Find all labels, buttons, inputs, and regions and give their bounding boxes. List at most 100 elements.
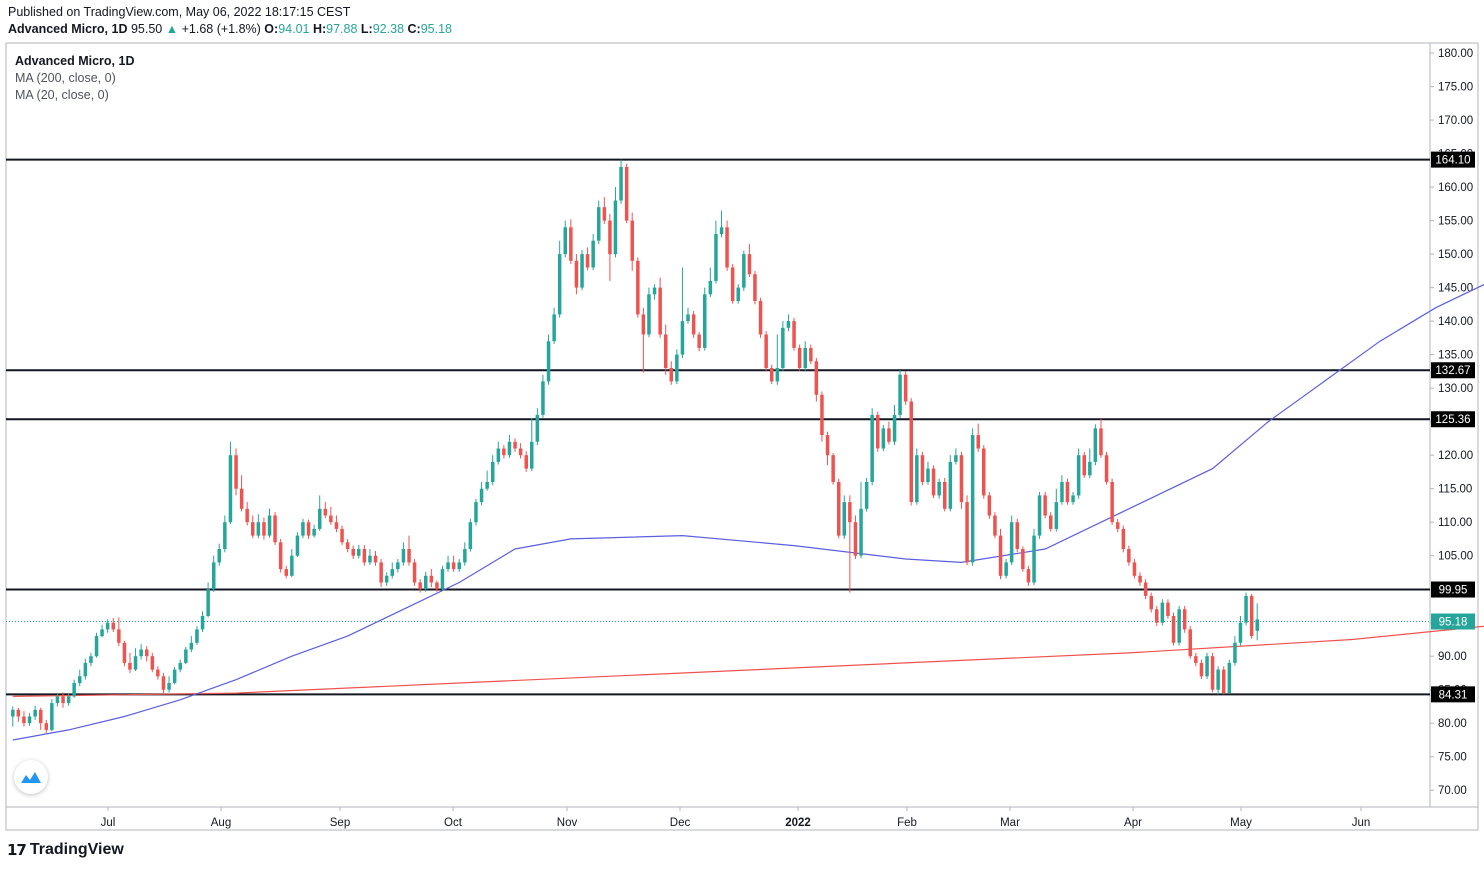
candle-body xyxy=(546,341,551,382)
candle-body xyxy=(837,482,841,536)
price-axis-label: 164.10 xyxy=(1431,151,1475,168)
tradingview-logo[interactable]: 𝟭𝟳 TradingView xyxy=(7,841,124,859)
legend-symbol: Advanced Micro, 1D xyxy=(15,54,135,68)
candle-body xyxy=(323,508,328,516)
candle-body xyxy=(630,220,634,261)
candle-body xyxy=(535,414,540,442)
candle-body xyxy=(189,642,194,650)
y-tick-label: 130.00 xyxy=(1438,383,1473,395)
candle-body xyxy=(753,274,757,301)
candle-body xyxy=(809,347,813,362)
symbol-name: Advanced Micro, 1D xyxy=(8,22,128,36)
candle xyxy=(758,297,763,338)
candle xyxy=(898,370,902,419)
candle-body xyxy=(345,542,350,549)
candle xyxy=(418,579,422,593)
candle-body xyxy=(100,629,104,637)
candle xyxy=(267,508,272,538)
candle xyxy=(591,234,595,271)
candle-body xyxy=(1043,495,1047,516)
candle xyxy=(1071,492,1075,505)
candle xyxy=(803,341,807,371)
candle-body xyxy=(312,528,316,536)
candle-body xyxy=(786,321,791,328)
candle xyxy=(1149,592,1153,613)
candle xyxy=(451,555,456,572)
price-label-box xyxy=(1431,581,1475,598)
candle xyxy=(619,159,623,204)
candle-body xyxy=(200,616,205,630)
candle xyxy=(703,287,707,351)
candle xyxy=(853,515,858,560)
candle xyxy=(652,284,657,300)
candle-body xyxy=(1004,562,1008,576)
candle-body xyxy=(507,441,512,456)
candle-body xyxy=(27,716,32,724)
candle xyxy=(301,518,305,539)
candle xyxy=(128,652,132,673)
candle xyxy=(474,498,478,526)
candle-body xyxy=(1149,595,1153,610)
ma20-line xyxy=(12,283,1484,741)
candle-body xyxy=(373,555,378,563)
candle-body xyxy=(133,656,138,670)
candle-body xyxy=(1054,502,1059,529)
candle-body xyxy=(613,200,618,255)
candle xyxy=(429,569,434,588)
candle-body xyxy=(742,254,746,288)
cloud-icon xyxy=(21,772,41,783)
candle xyxy=(463,542,467,566)
candle xyxy=(78,669,82,687)
candle xyxy=(50,699,54,732)
candle xyxy=(145,646,149,662)
candle xyxy=(446,555,450,572)
candle-body xyxy=(156,669,160,677)
candle xyxy=(457,559,461,572)
candle-body xyxy=(1210,656,1215,690)
candle xyxy=(608,213,612,281)
candle xyxy=(1060,475,1064,505)
candle-body xyxy=(686,314,690,322)
candle-body xyxy=(357,549,361,556)
candle xyxy=(730,264,735,304)
y-tick-label: 70.00 xyxy=(1438,785,1467,797)
y-tick-label: 135.00 xyxy=(1438,350,1473,362)
candle xyxy=(870,408,874,486)
candle xyxy=(1021,546,1025,572)
candle-body xyxy=(234,455,238,489)
candle xyxy=(585,247,590,271)
candle-body xyxy=(993,515,997,536)
candle-body xyxy=(390,569,394,576)
candle xyxy=(513,438,517,452)
price-change: +1.68 (+1.8%) xyxy=(181,22,261,36)
candle xyxy=(719,210,724,238)
tradingview-cloud-icon[interactable] xyxy=(14,760,48,794)
candle xyxy=(926,461,930,485)
candle-body xyxy=(1227,662,1232,694)
candle xyxy=(312,524,316,538)
candle xyxy=(708,267,713,297)
y-tick-label: 120.00 xyxy=(1438,450,1473,462)
candle-body xyxy=(1244,595,1248,623)
candle-body xyxy=(290,555,294,576)
candle-body xyxy=(602,207,607,221)
candle xyxy=(848,495,852,593)
candle-body xyxy=(362,549,367,563)
candle xyxy=(954,448,958,465)
candle xyxy=(251,515,255,539)
candle xyxy=(329,506,333,525)
y-tick-label: 150.00 xyxy=(1438,249,1473,261)
candle xyxy=(1216,666,1220,695)
candle-body xyxy=(368,555,372,563)
candle-body xyxy=(591,240,595,268)
candle xyxy=(306,519,311,539)
candle-body xyxy=(864,482,869,509)
candle xyxy=(1110,478,1114,525)
candle-body xyxy=(943,482,947,509)
candle-body xyxy=(145,649,149,657)
candle xyxy=(100,624,104,638)
candle xyxy=(206,582,210,618)
y-tick-label: 90.00 xyxy=(1438,651,1467,663)
candle xyxy=(747,244,752,277)
